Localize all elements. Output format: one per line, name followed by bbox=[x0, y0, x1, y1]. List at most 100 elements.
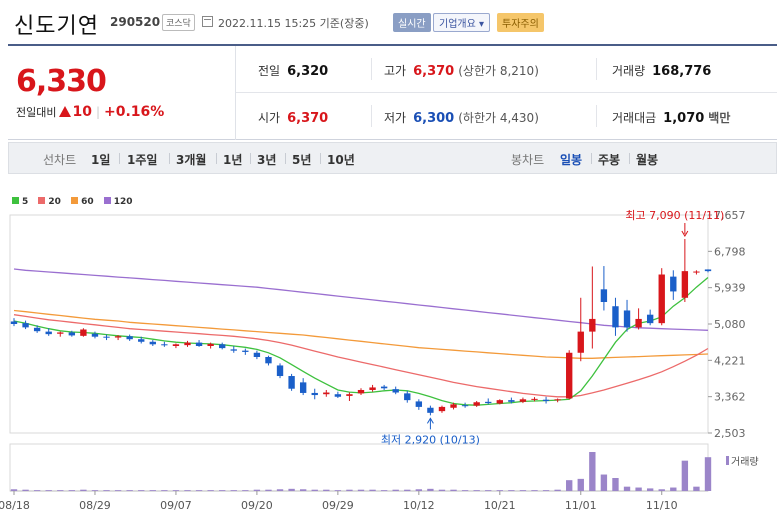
divider bbox=[285, 153, 286, 164]
candle-monthly[interactable]: 월봉 bbox=[636, 153, 659, 167]
period-3y[interactable]: 3년 bbox=[257, 153, 277, 167]
candle-body bbox=[45, 331, 52, 335]
candle-daily[interactable]: 일봉 bbox=[560, 153, 583, 167]
candle-body bbox=[485, 401, 492, 404]
period-1w[interactable]: 1주일 bbox=[127, 153, 158, 167]
candle-body bbox=[288, 376, 295, 389]
company-overview-dropdown[interactable]: 기업개요 ▾ bbox=[433, 13, 490, 32]
volume-bar bbox=[658, 489, 665, 491]
candle-body bbox=[658, 274, 665, 324]
volume-bar bbox=[57, 490, 64, 491]
volume-bar bbox=[496, 490, 503, 491]
candle-weekly[interactable]: 주봉 bbox=[598, 153, 621, 167]
candle-body bbox=[670, 276, 677, 292]
volume-bar bbox=[68, 490, 76, 491]
volume-bar bbox=[369, 489, 376, 491]
price-chart: 5 20 60 120 7,657 6,798 5,939 5,080 4,221 3,3… bbox=[0, 185, 777, 522]
x-tick-label: 11/01 bbox=[565, 499, 597, 512]
candle-body bbox=[114, 336, 122, 338]
period-10y[interactable]: 10년 bbox=[327, 153, 355, 167]
trade-value-cell: 거래대금 1,070 백만 bbox=[612, 109, 730, 126]
quote-row: 시가 6,370 저가 6,300 (하한가 4,430) 거래대금 1,070 백만 bbox=[236, 93, 777, 140]
low-label: 저가 bbox=[384, 111, 407, 125]
volume-bar bbox=[276, 489, 284, 491]
candle-body bbox=[334, 394, 342, 397]
trade-value: 1,070 bbox=[663, 111, 705, 126]
period-1d[interactable]: 1일 bbox=[91, 153, 111, 167]
change-separator: | bbox=[95, 105, 101, 119]
volume-bar bbox=[531, 490, 538, 491]
volume-bar bbox=[45, 490, 52, 491]
candle-body bbox=[323, 392, 330, 395]
volume-bar bbox=[404, 489, 411, 491]
volume-bar bbox=[334, 490, 342, 491]
candle-body bbox=[207, 343, 214, 346]
volume-bar bbox=[519, 490, 527, 491]
x-tick-label: 10/12 bbox=[403, 499, 435, 512]
volume-bar bbox=[207, 490, 214, 491]
period-1y[interactable]: 1년 bbox=[223, 153, 243, 167]
volume-bar bbox=[184, 490, 191, 491]
candle-body bbox=[195, 342, 203, 346]
legend-label: 120 bbox=[113, 197, 133, 207]
volume-bar bbox=[542, 490, 550, 491]
volume-bar bbox=[346, 489, 353, 491]
ma20-line bbox=[13, 314, 709, 398]
candle-body bbox=[138, 339, 145, 342]
candlestick-chart: 7,657 6,798 5,939 5,080 4,221 3,362 2,503 08/18… bbox=[0, 209, 759, 512]
legend-ma5: 5 bbox=[12, 197, 28, 207]
candle-body bbox=[253, 352, 261, 357]
volume-bar bbox=[172, 490, 180, 491]
legend-swatch bbox=[12, 197, 19, 204]
divider bbox=[596, 58, 597, 80]
volume-bar bbox=[681, 460, 689, 491]
volume-bar bbox=[126, 490, 133, 491]
volume-bar bbox=[242, 490, 249, 491]
open-label: 시가 bbox=[258, 111, 281, 125]
period-5y[interactable]: 5년 bbox=[292, 153, 312, 167]
y-tick-label: 7,657 bbox=[714, 209, 746, 222]
legend-label: 60 bbox=[81, 197, 94, 207]
volume-bar bbox=[161, 490, 168, 491]
y-tick-label: 2,503 bbox=[714, 427, 746, 440]
prev-close-value: 6,320 bbox=[287, 64, 329, 79]
candle-body bbox=[33, 327, 41, 332]
candle-body bbox=[184, 342, 191, 346]
volume-bar bbox=[80, 489, 87, 491]
divider bbox=[119, 153, 120, 164]
price-panel: 6,330 전일대비 10 | +0.16% bbox=[8, 46, 236, 140]
candle-body bbox=[589, 318, 596, 332]
candle-body bbox=[461, 405, 469, 407]
volume-bar bbox=[704, 457, 712, 491]
period-3m[interactable]: 3개월 bbox=[176, 153, 207, 167]
quote-row: 전일 6,320 고가 6,370 (상한가 8,210) 거래량 168,776 bbox=[236, 46, 777, 93]
candle-body bbox=[172, 344, 180, 346]
low-cell: 저가 6,300 (하한가 4,430) bbox=[384, 109, 539, 126]
volume-bar bbox=[311, 489, 318, 491]
high-annotation: 최고 7,090 (11/11) bbox=[625, 209, 724, 222]
volume-legend-swatch bbox=[726, 456, 729, 465]
candle-body bbox=[68, 332, 76, 336]
quote-box: 6,330 전일대비 10 | +0.16% 전일 6,320 고가 6,370 (상한가 … bbox=[8, 44, 777, 140]
candle-body bbox=[427, 407, 434, 413]
volume-bar bbox=[415, 489, 423, 491]
candle-body bbox=[415, 401, 423, 407]
x-tick-label: 11/10 bbox=[646, 499, 678, 512]
realtime-button[interactable]: 실시간 bbox=[393, 13, 431, 32]
candle-body bbox=[531, 398, 538, 400]
candle-body bbox=[219, 344, 226, 349]
divider bbox=[629, 153, 630, 164]
volume-bar bbox=[265, 489, 272, 491]
candle-body bbox=[346, 394, 353, 396]
divider bbox=[371, 105, 372, 127]
candle-body bbox=[600, 289, 608, 303]
volume-bar bbox=[195, 490, 203, 491]
candle-body bbox=[635, 318, 642, 328]
volume-bar bbox=[589, 452, 596, 491]
volume-bar bbox=[438, 489, 446, 491]
candle-body bbox=[276, 365, 284, 377]
current-price: 6,330 bbox=[16, 64, 107, 99]
calendar-icon bbox=[202, 16, 213, 27]
candle-body bbox=[554, 399, 561, 401]
legend-label: 20 bbox=[48, 197, 61, 207]
